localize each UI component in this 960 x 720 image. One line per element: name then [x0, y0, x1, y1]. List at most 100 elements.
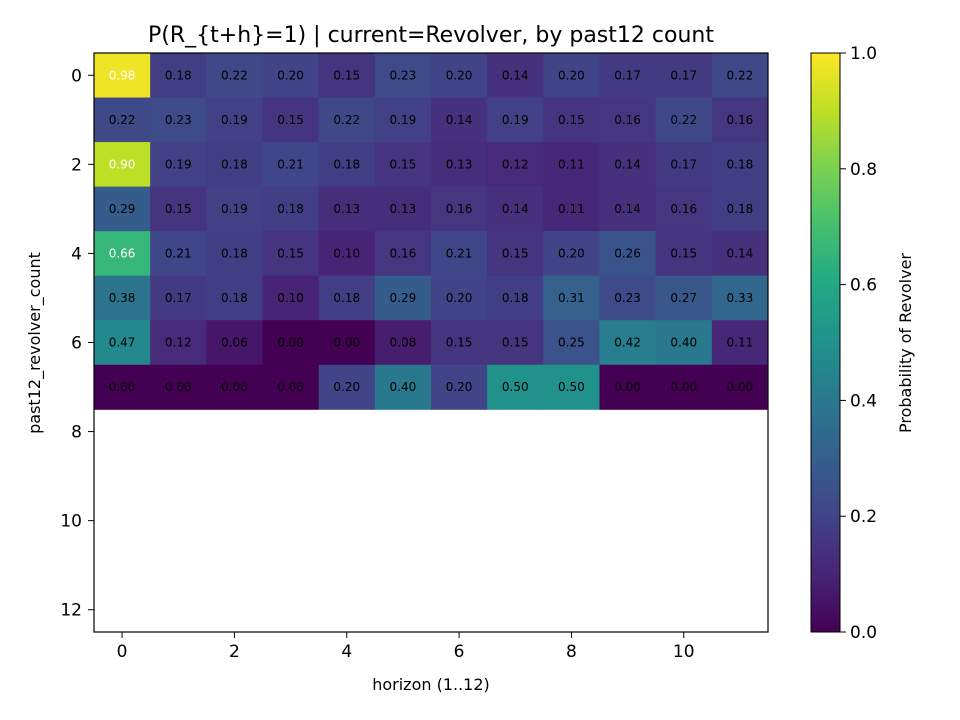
cell-value-label: 0.21 [165, 246, 192, 260]
heatmap-cell [318, 320, 376, 366]
cell-value-label: 0.20 [446, 68, 473, 82]
heatmap-cell-labels: 0.98 0.18 0.22 0.20 0.15 0.23 0.20 0.14 0.20 0.17… [109, 68, 754, 394]
heatmap-cell [711, 97, 769, 143]
y-axis-label: past12_revolver_count [25, 252, 45, 434]
heatmap-cell [374, 186, 432, 232]
cell-value-label: 0.15 [390, 157, 417, 171]
heatmap-cell [150, 97, 207, 143]
cell-value-label: 0.40 [390, 380, 417, 394]
colorbar-tick-label: 1.0 [850, 44, 877, 64]
x-axis-ticks: 0 2 4 6 8 10 [117, 632, 695, 662]
heatmap-cell [655, 97, 713, 143]
heatmap-cell [318, 275, 376, 321]
cell-value-label: 0.16 [390, 246, 417, 260]
colorbar [810, 52, 841, 633]
cell-value-label: 0.00 [727, 380, 754, 394]
heatmap-cell [487, 320, 544, 366]
y-tick-label: 4 [71, 244, 82, 264]
heatmap-cell [262, 142, 320, 188]
heatmap-cell [318, 364, 376, 410]
heatmap-cell [206, 97, 263, 143]
cell-value-label: 0.13 [333, 202, 360, 216]
y-tick-label: 2 [71, 155, 82, 175]
cell-value-label: 0.06 [221, 336, 248, 350]
cell-value-label: 0.17 [670, 68, 697, 82]
cell-value-label: 0.66 [109, 246, 136, 260]
heatmap-cell [150, 320, 207, 366]
heatmap-cell [543, 320, 600, 366]
heatmap-cell [374, 364, 432, 410]
heatmap-cell [599, 320, 657, 366]
heatmap-cell [431, 320, 488, 366]
heatmap-cell [262, 231, 320, 277]
heatmap-cell [599, 142, 657, 188]
cell-value-label: 0.50 [558, 380, 585, 394]
cell-value-label: 0.18 [727, 157, 754, 171]
heatmap-cell [318, 53, 376, 99]
heatmap-cell [262, 320, 320, 366]
colorbar-label: Probability of Revolver [896, 253, 915, 433]
cell-value-label: 0.26 [614, 246, 641, 260]
x-tick-label: 4 [341, 642, 352, 662]
heatmap-cell [487, 231, 544, 277]
cell-value-label: 0.23 [614, 291, 641, 305]
heatmap-cell [655, 364, 713, 410]
heatmap-cell [374, 53, 432, 99]
cell-value-label: 0.12 [165, 336, 192, 350]
heatmap-cell [150, 186, 207, 232]
heatmap-cell [431, 231, 488, 277]
heatmap-cell [262, 275, 320, 321]
x-tick-label: 6 [454, 642, 465, 662]
heatmap-cell [487, 275, 544, 321]
colorbar-tick-label: 0.8 [850, 160, 877, 180]
x-axis-label: horizon (1..12) [372, 675, 490, 694]
chart-title: P(R_{t+h}=1) | current=Revolver, by past… [148, 23, 714, 48]
heatmap-cell [206, 275, 263, 321]
cell-value-label: 0.13 [390, 202, 417, 216]
heatmap-cell [150, 231, 207, 277]
heatmap-cell [655, 275, 713, 321]
heatmap-cell [318, 186, 376, 232]
cell-value-label: 0.18 [221, 246, 248, 260]
colorbar-tick-label: 0.2 [850, 507, 877, 527]
cell-value-label: 0.20 [558, 68, 585, 82]
heatmap-cell [543, 53, 600, 99]
heatmap-cell [94, 97, 151, 143]
heatmap-cell [655, 186, 713, 232]
heatmap-cell [94, 53, 151, 99]
cell-value-label: 0.19 [221, 202, 248, 216]
heatmap-cell [262, 364, 320, 410]
heatmap-cell [206, 186, 263, 232]
cell-value-label: 0.18 [221, 291, 248, 305]
y-tick-label: 10 [60, 512, 82, 532]
cell-value-label: 0.25 [558, 336, 585, 350]
x-tick-label: 8 [566, 642, 577, 662]
heatmap-cell [711, 53, 769, 99]
cell-value-label: 0.38 [109, 291, 136, 305]
heatmap-cell [431, 53, 488, 99]
cell-value-label: 0.22 [670, 113, 697, 127]
heatmap-cell [150, 142, 207, 188]
heatmap-cell [94, 186, 151, 232]
cell-value-label: 0.00 [614, 380, 641, 394]
cell-value-label: 0.47 [109, 336, 136, 350]
heatmap-cell [711, 186, 769, 232]
heatmap-cell [318, 231, 376, 277]
colorbar-tick-label: 0.4 [850, 391, 877, 411]
y-tick-label: 0 [71, 66, 82, 86]
heatmap-cell [487, 142, 544, 188]
cell-value-label: 0.10 [277, 291, 304, 305]
cell-value-label: 0.29 [390, 291, 417, 305]
heatmap-cell [711, 275, 769, 321]
y-tick-label: 6 [71, 334, 82, 354]
heatmap-cell [94, 364, 151, 410]
cell-value-label: 0.19 [390, 113, 417, 127]
heatmap-cell [711, 320, 769, 366]
heatmap-cell [711, 142, 769, 188]
cell-value-label: 0.40 [670, 336, 697, 350]
heatmap-cell [655, 142, 713, 188]
cell-value-label: 0.17 [670, 157, 697, 171]
heatmap-cell [374, 97, 432, 143]
cell-value-label: 0.15 [277, 246, 304, 260]
